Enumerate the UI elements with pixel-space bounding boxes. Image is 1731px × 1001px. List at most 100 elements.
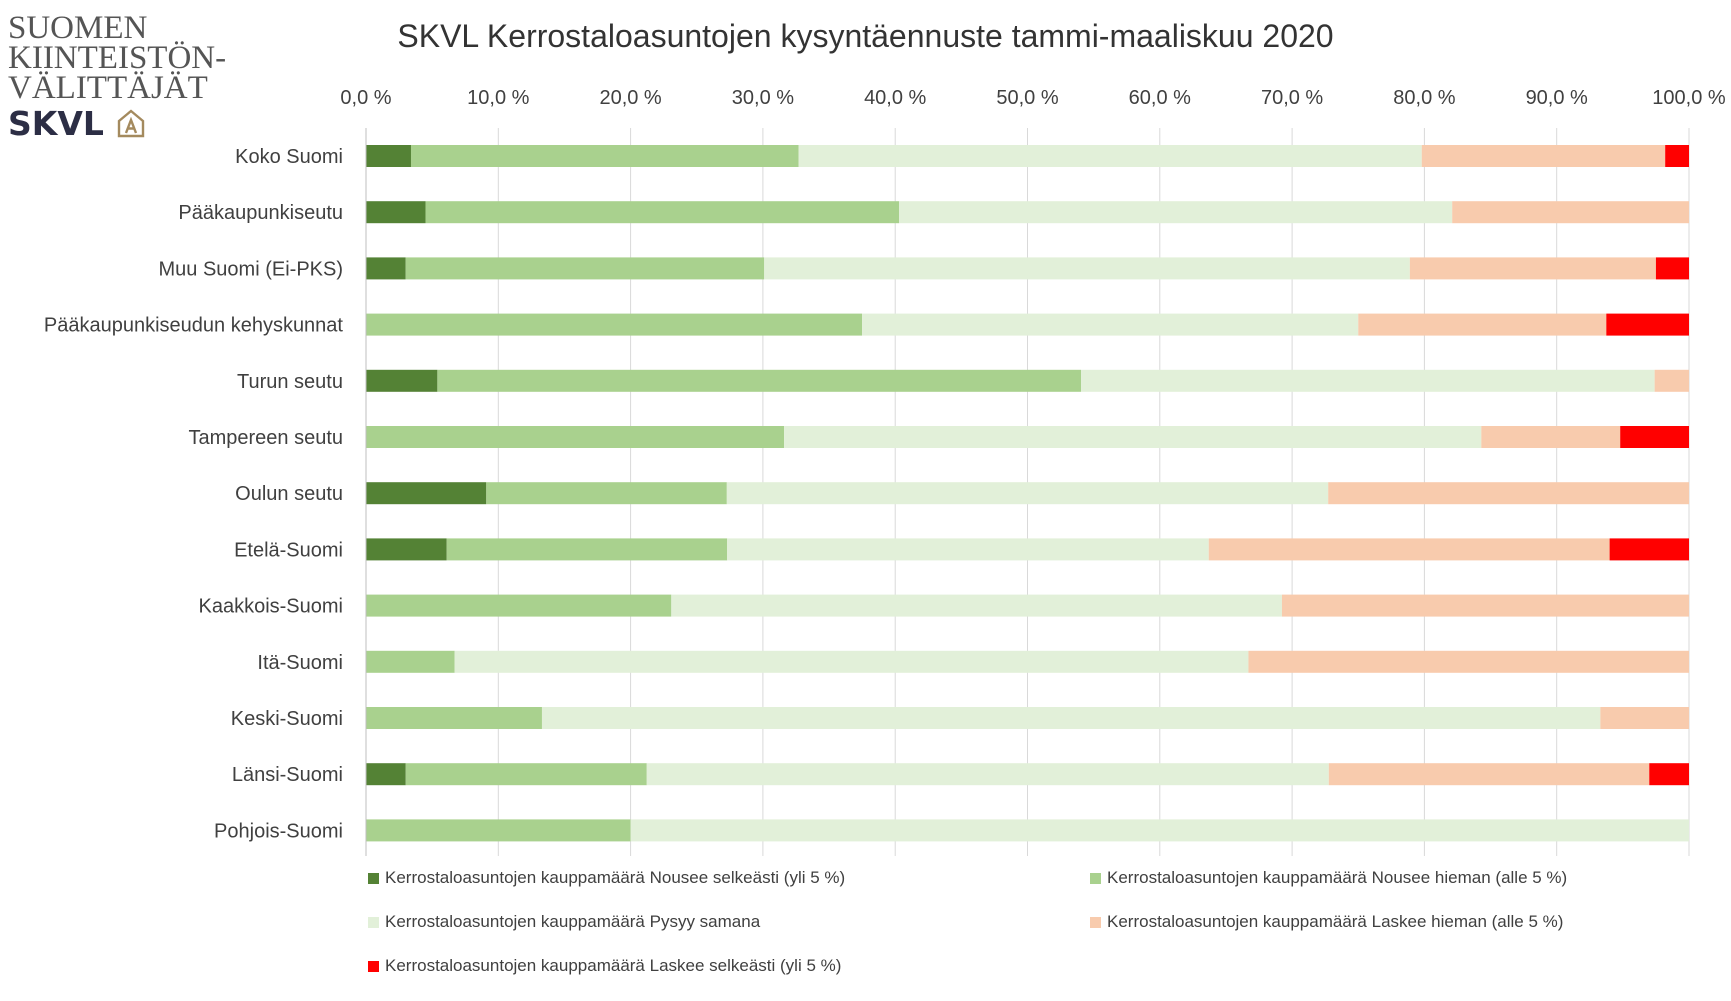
bar-segment xyxy=(366,313,863,336)
bar-segment xyxy=(454,650,1249,673)
x-tick-label: 30,0 % xyxy=(732,87,794,109)
y-category-label: Muu Suomi (Ei-PKS) xyxy=(159,258,344,280)
bar-row xyxy=(366,482,1689,505)
y-axis-labels: Koko Suomi Pääkaupunkiseutu Muu Suomi (Ei-… xyxy=(44,146,344,842)
bar-segment xyxy=(366,257,406,280)
bar-segment xyxy=(1620,426,1689,448)
bar-segment xyxy=(366,369,438,392)
legend-swatch xyxy=(368,960,379,972)
bar-row xyxy=(366,145,1689,167)
x-tick-label: 100,0 % xyxy=(1652,87,1726,109)
y-category-label: Länsi-Suomi xyxy=(232,764,343,786)
legend-item: Kerrostaloasuntojen kauppamäärä Nousee h… xyxy=(1090,868,1567,888)
bar-segment xyxy=(366,763,406,786)
x-tick-label: 0,0 % xyxy=(340,87,391,109)
legend-swatch xyxy=(368,872,379,884)
bar-segment xyxy=(366,538,447,561)
bar-segment xyxy=(1248,650,1689,673)
y-category-label: Pääkaupunkiseutu xyxy=(178,202,343,224)
bar-segment xyxy=(486,482,727,505)
bar-segment xyxy=(727,538,1209,561)
y-category-label: Keski-Suomi xyxy=(231,708,343,730)
legend-item: Kerrostaloasuntojen kauppamäärä Nousee s… xyxy=(368,868,845,888)
bar-segment xyxy=(366,594,672,617)
bar-segment xyxy=(366,707,542,729)
bar-row xyxy=(366,707,1689,729)
bar-segment xyxy=(862,313,1359,336)
legend-label: Kerrostaloasuntojen kauppamäärä Pysyy sa… xyxy=(385,912,761,931)
bar-segment xyxy=(541,707,1601,729)
x-tick-label: 10,0 % xyxy=(467,87,529,109)
y-category-label: Etelä-Suomi xyxy=(234,539,343,561)
house-a-icon xyxy=(118,109,145,138)
bar-segment xyxy=(1208,538,1610,561)
bar-segment xyxy=(366,201,426,224)
x-axis-ticks: 0,0 % 10,0 % 20,0 % 30,0 % 40,0 % 50,0 % 60,0 … xyxy=(340,87,1725,109)
bar-segment xyxy=(366,145,411,167)
logo-abbr-text: SKVL xyxy=(8,104,104,143)
bar-segment xyxy=(1655,257,1689,280)
bar-segment xyxy=(1600,707,1689,729)
bar-segment xyxy=(1481,426,1621,448)
bar-row xyxy=(366,201,1689,224)
bar-row xyxy=(366,594,1689,617)
bar-segment xyxy=(446,538,728,561)
bar-segment xyxy=(437,369,1082,392)
y-category-label: Oulun seutu xyxy=(235,483,343,505)
legend-swatch xyxy=(368,916,379,928)
skvl-logo: SUOMEN KIINTEISTÖN- VÄLITTÄJÄT SKVL xyxy=(8,12,238,142)
x-tick-label: 20,0 % xyxy=(599,87,661,109)
legend-label: Kerrostaloasuntojen kauppamäärä Laskee h… xyxy=(1107,912,1564,931)
bar-row xyxy=(366,538,1689,561)
legend-item: Kerrostaloasuntojen kauppamäärä Laskee s… xyxy=(368,956,841,976)
bar-segment xyxy=(1665,145,1689,167)
bar-row xyxy=(366,819,1689,842)
y-category-label: Pääkaupunkiseudun kehyskunnat xyxy=(44,315,344,337)
bar-segment xyxy=(366,482,487,505)
bars xyxy=(366,145,1689,842)
bar-segment xyxy=(784,426,1482,448)
legend-label: Kerrostaloasuntojen kauppamäärä Nousee h… xyxy=(1107,868,1568,887)
bar-segment xyxy=(1328,763,1650,786)
bar-segment xyxy=(410,145,799,167)
y-category-label: Pohjois-Suomi xyxy=(214,820,343,842)
y-category-label: Koko Suomi xyxy=(235,146,343,168)
stacked-bar-chart: 0,0 % 10,0 % 20,0 % 30,0 % 40,0 % 50,0 % 60,0 … xyxy=(44,87,1726,856)
legend-swatch xyxy=(1090,916,1101,928)
legend-label: Kerrostaloasuntojen kauppamäärä Laskee s… xyxy=(385,956,842,975)
bar-row xyxy=(366,313,1689,336)
legend-item: Kerrostaloasuntojen kauppamäärä Pysyy sa… xyxy=(368,912,760,932)
logo-abbr: SKVL xyxy=(8,106,146,142)
bar-segment xyxy=(1281,594,1689,617)
bar-segment xyxy=(1606,313,1689,336)
bar-segment xyxy=(671,594,1282,617)
bar-row xyxy=(366,763,1689,786)
bar-row xyxy=(366,257,1689,280)
legend-item: Kerrostaloasuntojen kauppamäärä Laskee h… xyxy=(1090,912,1563,932)
x-tick-label: 70,0 % xyxy=(1261,87,1323,109)
bar-segment xyxy=(1609,538,1689,561)
bar-segment xyxy=(405,257,765,280)
bar-segment xyxy=(726,482,1329,505)
bar-segment xyxy=(899,201,1453,224)
logo-line-2: KIINTEISTÖN- xyxy=(8,40,227,76)
bar-segment xyxy=(1452,201,1689,224)
bar-segment xyxy=(366,426,785,448)
bar-row xyxy=(366,369,1689,392)
bar-segment xyxy=(646,763,1329,786)
bar-segment xyxy=(1421,145,1666,167)
bar-segment xyxy=(1358,313,1607,336)
logo-line-3: VÄLITTÄJÄT xyxy=(8,70,208,106)
x-tick-label: 60,0 % xyxy=(1129,87,1191,109)
legend: Kerrostaloasuntojen kauppamäärä Nousee s… xyxy=(368,868,1698,988)
bar-segment xyxy=(366,650,455,673)
bar-segment xyxy=(1654,369,1689,392)
x-tick-label: 90,0 % xyxy=(1526,87,1588,109)
y-category-label: Itä-Suomi xyxy=(257,652,343,674)
legend-swatch xyxy=(1090,872,1101,884)
legend-label: Kerrostaloasuntojen kauppamäärä Nousee s… xyxy=(385,868,846,887)
y-category-label: Kaakkois-Suomi xyxy=(198,596,343,618)
bar-segment xyxy=(366,819,631,842)
x-tick-label: 50,0 % xyxy=(996,87,1058,109)
bar-segment xyxy=(1081,369,1655,392)
